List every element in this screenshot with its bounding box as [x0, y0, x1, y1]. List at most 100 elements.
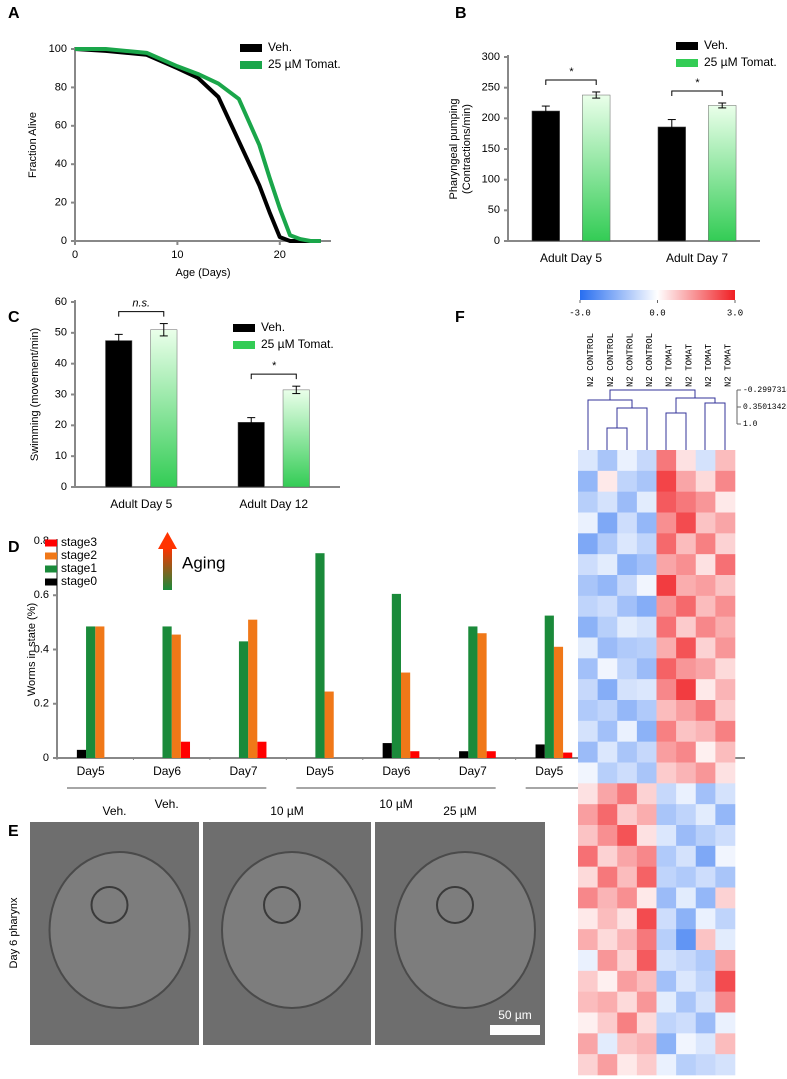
heatmap-cell [617, 991, 638, 1013]
heatmap-cell [715, 845, 736, 867]
error-bar [667, 119, 676, 135]
heatmap-cell [676, 908, 697, 930]
heatmap-cell [578, 637, 598, 659]
colorbar-label: 3.0 [727, 308, 743, 318]
heatmap-cell [617, 575, 638, 597]
column-label: N2 CONTROL [645, 333, 655, 387]
panel-letter: A [8, 5, 20, 22]
heatmap-cell [656, 470, 677, 492]
y-tick-label: 60 [55, 120, 67, 132]
heatmap-cell [597, 658, 618, 680]
heatmap-cell [676, 741, 697, 763]
significance-label: * [272, 360, 277, 372]
survival-line [75, 47, 321, 243]
heatmap-cell [695, 908, 716, 930]
heatmap-cell [597, 762, 618, 784]
heatmap-cell [656, 720, 677, 742]
legend-label: stage1 [61, 561, 97, 575]
heatmap-cell [656, 762, 677, 784]
bar [468, 626, 478, 758]
heatmap-cell [578, 991, 598, 1013]
error-bar [114, 333, 123, 348]
y-tick-label: 60 [55, 296, 67, 308]
y-tick-label: 50 [488, 204, 500, 216]
y-axis-label: Fraction Alive [27, 112, 39, 178]
heatmap-cell [578, 1012, 598, 1034]
heatmap-cell [636, 450, 657, 472]
bar [257, 741, 267, 758]
heatmap-cell [636, 700, 657, 722]
legend-swatch [45, 552, 57, 560]
x-tick-label: Adult Day 12 [239, 497, 308, 511]
heatmap-cell [617, 866, 638, 888]
heatmap-cell [676, 845, 697, 867]
heatmap-cell [597, 804, 618, 826]
heatmap-cell [695, 1054, 716, 1076]
heatmap-cell [676, 929, 697, 951]
heatmap-cell [636, 616, 657, 638]
scale-bar-label: 50 µm [498, 1008, 532, 1022]
heatmap-cell [715, 637, 736, 659]
heatmap-cell [578, 450, 598, 472]
heatmap-cell [617, 929, 638, 951]
heatmap-cell [578, 783, 598, 805]
heatmap-cell [656, 616, 677, 638]
heatmap-cell [715, 1033, 736, 1055]
y-tick-label: 0 [43, 752, 49, 764]
heatmap-cell [676, 616, 697, 638]
heatmap-cell [597, 595, 618, 617]
heatmap-cell [695, 470, 716, 492]
bar [95, 626, 105, 758]
heatmap-cell [695, 554, 716, 576]
dendrogram-tick-label: -0.2997315 [743, 386, 787, 395]
heatmap-cell [636, 720, 657, 742]
heatmap-cell [656, 950, 677, 972]
heatmap-cell [695, 887, 716, 909]
heatmap-cell [578, 533, 598, 555]
heatmap-cell [597, 533, 618, 555]
y-tick-label: 20 [55, 419, 67, 431]
panel-letter: C [8, 309, 20, 326]
heatmap-cell [597, 450, 618, 472]
y-axis-label: (Contractions/min) [461, 104, 473, 194]
heatmap-cell [597, 700, 618, 722]
heatmap-cell [578, 491, 598, 513]
x-tick-label: Day6 [382, 764, 410, 778]
bar [237, 422, 265, 488]
bar [563, 752, 573, 758]
heatmap-cell [617, 595, 638, 617]
significance-bracket [671, 90, 723, 96]
heatmap-cell [695, 845, 716, 867]
heatmap-cell [715, 575, 736, 597]
y-tick-label: 250 [482, 82, 500, 94]
heatmap-cell [676, 533, 697, 555]
bar [248, 619, 258, 758]
heatmap-cell [578, 866, 598, 888]
bar [486, 751, 496, 758]
heatmap-cell [597, 845, 618, 867]
heatmap-cell [715, 804, 736, 826]
bar [105, 340, 133, 488]
panel-letter: B [455, 5, 467, 22]
heatmap-cell [676, 679, 697, 701]
heatmap-cell [715, 658, 736, 680]
legend-swatch [45, 539, 57, 547]
legend-swatch [676, 42, 698, 50]
x-tick-label: Adult Day 5 [110, 497, 172, 511]
y-axis-label: Swimming (movement/min) [29, 328, 41, 461]
x-axis-label: Age (Days) [175, 267, 230, 279]
survival-line [74, 47, 321, 243]
heatmap-cell [676, 491, 697, 513]
heatmap-cell [715, 533, 736, 555]
heatmap-cell [656, 533, 677, 555]
heatmap-cell [656, 512, 677, 534]
heatmap-cell [695, 512, 716, 534]
heatmap-cell [695, 575, 716, 597]
significance-label: n.s. [132, 297, 150, 309]
heatmap-cell [656, 554, 677, 576]
heatmap-cell [578, 1054, 598, 1076]
bar [315, 553, 325, 758]
heatmap-cell [656, 866, 677, 888]
heatmap-cell [617, 679, 638, 701]
heatmap-cell [636, 866, 657, 888]
